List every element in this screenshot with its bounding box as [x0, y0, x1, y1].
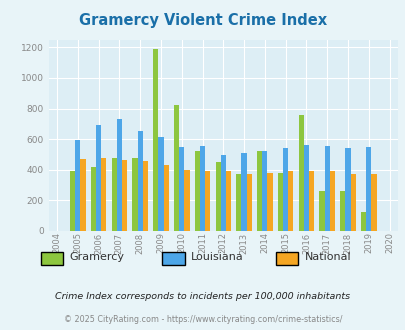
- Bar: [184, 170, 189, 231]
- Bar: [365, 147, 371, 231]
- Text: Crime Index corresponds to incidents per 100,000 inhabitants: Crime Index corresponds to incidents per…: [55, 292, 350, 301]
- Bar: [220, 155, 225, 231]
- Bar: [267, 173, 272, 231]
- Bar: [96, 125, 101, 231]
- Bar: [282, 148, 288, 231]
- Bar: [329, 171, 334, 231]
- Bar: [225, 171, 230, 231]
- Text: National: National: [304, 252, 350, 262]
- Bar: [158, 137, 163, 231]
- Bar: [288, 171, 293, 231]
- Bar: [122, 160, 127, 231]
- Text: Gramercy Violent Crime Index: Gramercy Violent Crime Index: [79, 13, 326, 28]
- Bar: [117, 119, 121, 231]
- Bar: [163, 165, 168, 231]
- Bar: [215, 162, 220, 231]
- Bar: [194, 151, 199, 231]
- Bar: [80, 159, 85, 231]
- Bar: [75, 140, 80, 231]
- Bar: [70, 171, 75, 231]
- Bar: [246, 174, 251, 231]
- Bar: [308, 171, 313, 231]
- Bar: [319, 191, 324, 231]
- Bar: [360, 212, 365, 231]
- Bar: [101, 158, 106, 231]
- Bar: [324, 146, 329, 231]
- Bar: [179, 147, 184, 231]
- Text: Gramercy: Gramercy: [69, 252, 124, 262]
- Bar: [350, 174, 355, 231]
- Bar: [277, 173, 282, 231]
- Bar: [137, 131, 143, 231]
- Bar: [111, 157, 117, 231]
- Text: Louisiana: Louisiana: [190, 252, 243, 262]
- Bar: [132, 158, 137, 231]
- Bar: [199, 146, 205, 231]
- Text: © 2025 CityRating.com - https://www.cityrating.com/crime-statistics/: © 2025 CityRating.com - https://www.city…: [64, 315, 341, 324]
- Bar: [345, 148, 350, 231]
- Bar: [91, 167, 96, 231]
- Bar: [256, 151, 262, 231]
- Bar: [339, 191, 345, 231]
- Bar: [236, 174, 241, 231]
- Bar: [153, 49, 158, 231]
- Bar: [303, 145, 308, 231]
- Bar: [241, 153, 246, 231]
- Bar: [173, 105, 179, 231]
- Bar: [143, 161, 147, 231]
- Bar: [298, 115, 303, 231]
- Bar: [371, 174, 376, 231]
- Bar: [205, 171, 210, 231]
- Bar: [262, 151, 267, 231]
